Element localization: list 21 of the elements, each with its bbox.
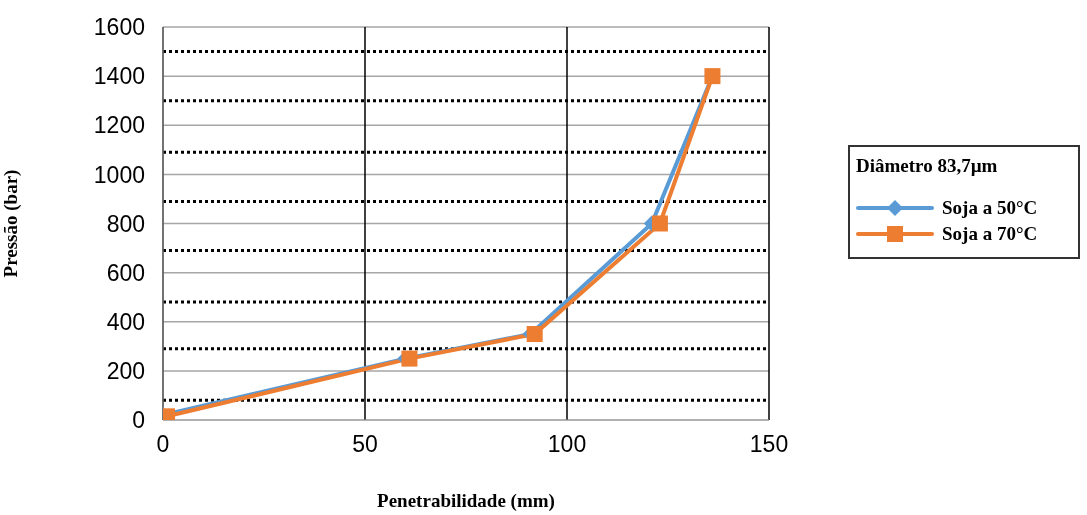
y-tick-label: 200 [106,358,145,385]
y-axis-title: Pressão (bar) [0,169,22,278]
legend-label: Soja a 70°C [942,223,1038,245]
x-tick-label: 150 [749,431,789,458]
x-tick-label: 100 [547,431,587,458]
legend-label: Soja a 50°C [942,197,1038,219]
point [526,326,543,343]
point [401,350,418,367]
point [651,215,668,232]
y-tick-label: 1000 [93,161,145,188]
y-tick-label: 1200 [93,112,145,139]
legend-title: Diâmetro 83,7µm [856,155,999,177]
x-tick-label: 0 [156,431,170,458]
y-tick-label: 1600 [93,14,145,41]
y-tick-label: 1400 [93,63,145,90]
y-tick-label: 600 [106,259,145,286]
y-tick-label: 400 [106,308,145,335]
x-axis-title: Penetrabilidade (mm) [377,490,555,512]
y-tick-label: 800 [106,210,145,237]
x-tick-label: 50 [352,431,378,458]
y-tick-label: 0 [132,407,145,434]
